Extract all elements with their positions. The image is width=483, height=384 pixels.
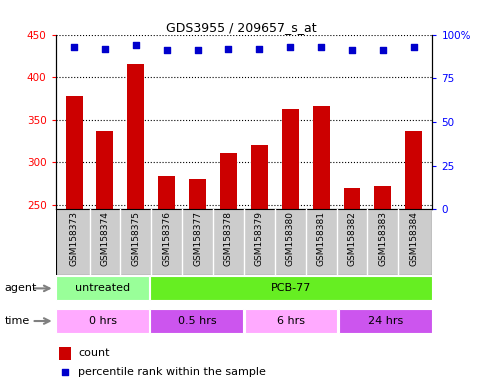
Point [286,44,294,50]
Bar [56,309,149,333]
Text: 0.5 hrs: 0.5 hrs [178,316,216,326]
Bar [339,309,432,333]
Text: GSM158382: GSM158382 [347,211,356,266]
Bar [189,179,206,209]
Bar [313,106,329,209]
Bar [56,209,432,275]
Bar [374,186,391,209]
Text: GSM158373: GSM158373 [70,211,79,266]
Text: GSM158383: GSM158383 [378,211,387,266]
Bar [150,309,243,333]
Point [410,44,418,50]
Bar [150,276,432,300]
Text: PCB-77: PCB-77 [271,283,311,293]
Text: GSM158375: GSM158375 [131,211,141,266]
Bar [343,188,360,209]
Bar [158,176,175,209]
Point [317,44,325,50]
Point [70,44,78,50]
Point [61,369,69,376]
Text: GSM158376: GSM158376 [162,211,171,266]
Point [256,45,263,51]
Text: GSM158379: GSM158379 [255,211,264,266]
Text: percentile rank within the sample: percentile rank within the sample [78,367,266,377]
Point [132,42,140,48]
Bar [56,276,149,300]
Text: time: time [5,316,30,326]
Bar [220,153,237,209]
Text: untreated: untreated [75,283,130,293]
Text: GSM158380: GSM158380 [286,211,295,266]
Bar [66,96,83,209]
Text: GSM158381: GSM158381 [317,211,326,266]
Text: 0 hrs: 0 hrs [89,316,116,326]
Text: GSM158377: GSM158377 [193,211,202,266]
Bar [405,131,422,209]
Text: GSM158378: GSM158378 [224,211,233,266]
Bar [97,131,114,209]
Text: count: count [78,348,110,358]
Bar [244,309,338,333]
Bar [128,65,144,209]
Point [225,45,232,51]
Text: GSM158384: GSM158384 [409,211,418,266]
Bar [251,144,268,209]
Point [379,47,387,53]
Text: GSM158374: GSM158374 [100,211,110,266]
Point [163,47,170,53]
Text: 24 hrs: 24 hrs [368,316,403,326]
Bar [282,109,298,209]
Point [194,47,201,53]
Text: agent: agent [5,283,37,293]
Point [101,45,109,51]
Text: GDS3955 / 209657_s_at: GDS3955 / 209657_s_at [166,21,317,34]
Bar [59,347,71,360]
Point [348,47,356,53]
Text: 6 hrs: 6 hrs [277,316,305,326]
